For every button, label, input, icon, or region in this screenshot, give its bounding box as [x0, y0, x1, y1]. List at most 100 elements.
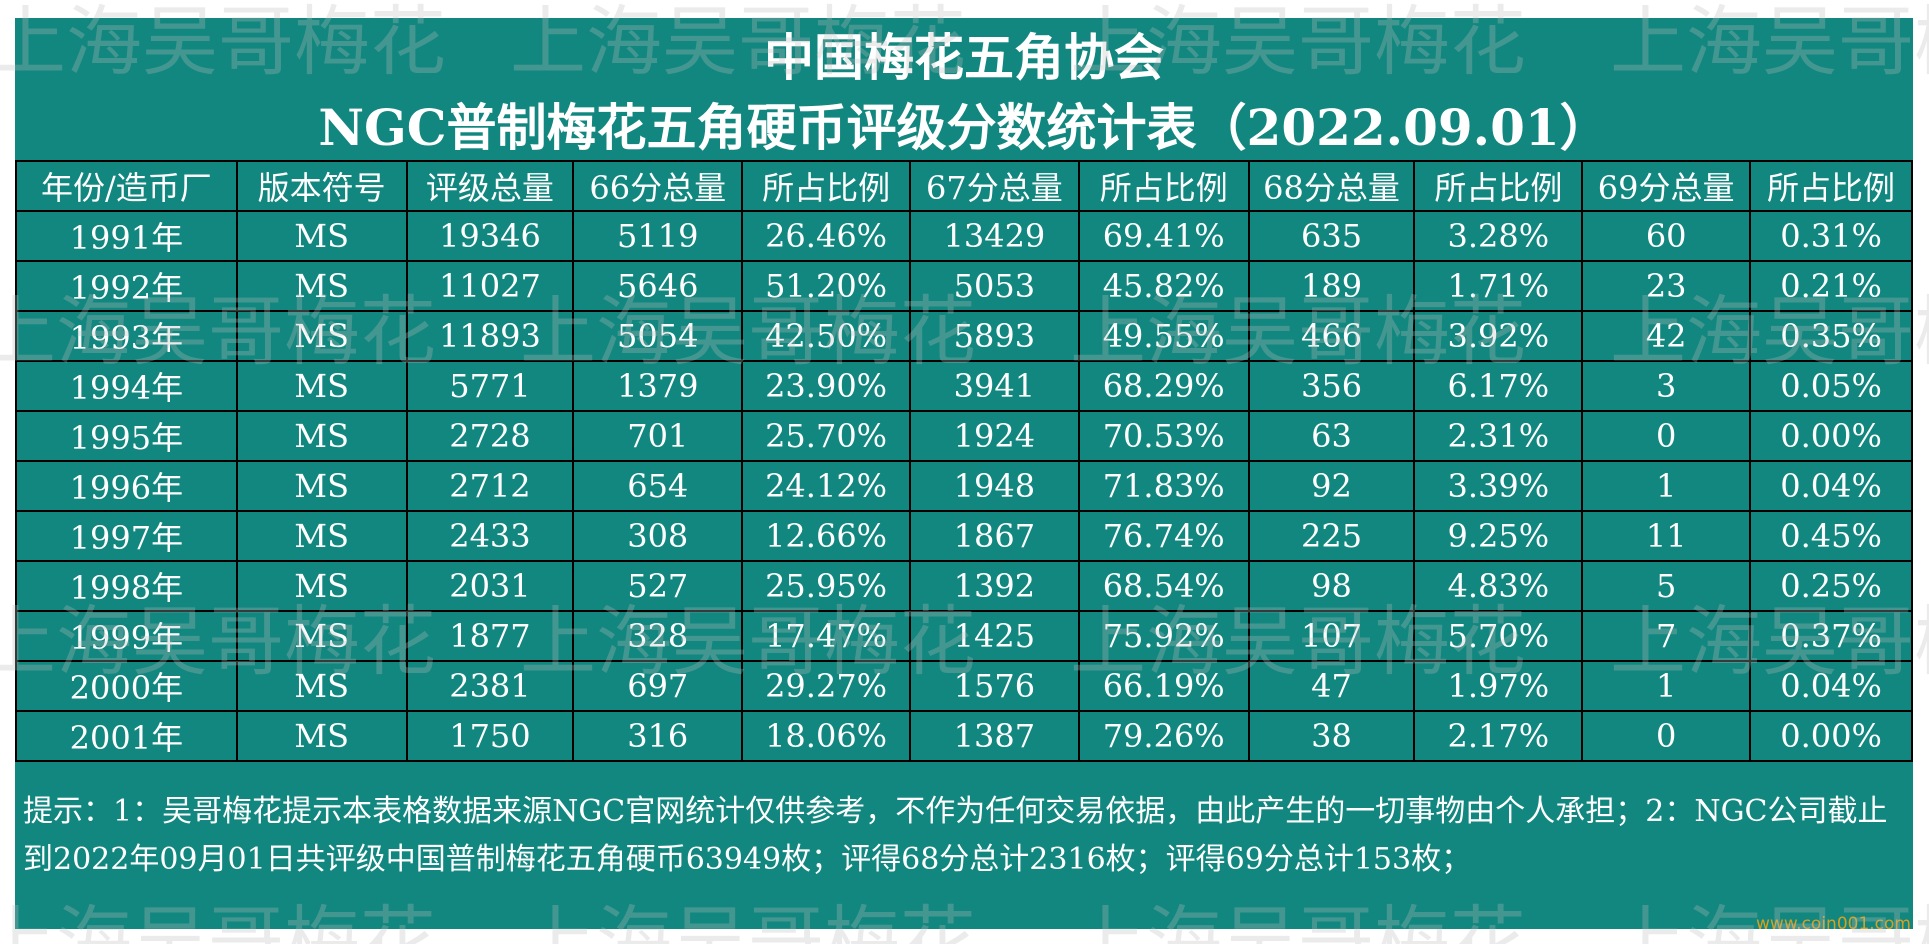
cell: 5771: [405, 360, 575, 412]
cell: 2433: [405, 510, 575, 562]
cell: 1425: [908, 610, 1080, 662]
cell: 49.55%: [1077, 310, 1250, 362]
cell: 1994年: [15, 360, 238, 412]
cell: 11027: [405, 260, 575, 312]
cell: 1576: [908, 660, 1080, 712]
cell: 2381: [405, 660, 575, 712]
cell: 13429: [908, 210, 1080, 262]
cell: 23: [1581, 260, 1752, 312]
cell: 1867: [908, 510, 1080, 562]
header-cell: 评级总量: [405, 160, 575, 212]
cell: MS: [235, 310, 408, 362]
cell: 7: [1581, 610, 1752, 662]
cell: 0.00%: [1749, 410, 1913, 462]
header-cell: 所占比例: [1749, 160, 1913, 212]
cell: 1750: [405, 710, 575, 762]
cell: 107: [1247, 610, 1416, 662]
cell: 6.17%: [1413, 360, 1584, 412]
cell: 328: [572, 610, 744, 662]
cell: 1.71%: [1413, 260, 1584, 312]
cell: 25.70%: [741, 410, 911, 462]
header-cell: 所占比例: [1077, 160, 1250, 212]
cell: MS: [235, 560, 408, 612]
cell: 68.29%: [1077, 360, 1250, 412]
cell: 98: [1247, 560, 1416, 612]
row: 1997年 MS 2433 308 12.66% 1867 76.74% 225 9.25% 11…: [15, 510, 1913, 562]
subtitle: NGC普制梅花五角硬币评级分数统计表（2022.09.01）: [318, 98, 1610, 157]
cell: 69.41%: [1077, 210, 1250, 262]
row: 2000年 MS 2381 697 29.27% 1576 66.19% 47 1.97% 1 0.…: [15, 660, 1913, 712]
cell: 60: [1581, 210, 1752, 262]
header-cell: 68分总量: [1247, 160, 1416, 212]
title: 中国梅花五角协会: [764, 28, 1164, 87]
cell: 701: [572, 410, 744, 462]
cell: 1387: [908, 710, 1080, 762]
cell: 635: [1247, 210, 1416, 262]
cell: 1997年: [15, 510, 238, 562]
cell: 0: [1581, 710, 1752, 762]
cell: 29.27%: [741, 660, 911, 712]
cell: 1992年: [15, 260, 238, 312]
cell: 0.35%: [1749, 310, 1913, 362]
cell: 42: [1581, 310, 1752, 362]
cell: 24.12%: [741, 460, 911, 512]
cell: 0.45%: [1749, 510, 1913, 562]
cell: 1996年: [15, 460, 238, 512]
cell: 2728: [405, 410, 575, 462]
cell: 4.83%: [1413, 560, 1584, 612]
cell: 2001年: [15, 710, 238, 762]
cell: MS: [235, 360, 408, 412]
cell: 3.39%: [1413, 460, 1584, 512]
cell: 45.82%: [1077, 260, 1250, 312]
cell: 0.31%: [1749, 210, 1913, 262]
cell: MS: [235, 710, 408, 762]
cell: 38: [1247, 710, 1416, 762]
cell: MS: [235, 610, 408, 662]
cell: 76.74%: [1077, 510, 1250, 562]
cell: 225: [1247, 510, 1416, 562]
cell: 0.00%: [1749, 710, 1913, 762]
panel: 中国梅花五角协会 NGC普制梅花五角硬币评级分数统计表（2022.09.01） …: [15, 18, 1913, 929]
header-cell: 66分总量: [572, 160, 744, 212]
row: 1994年 MS 5771 1379 23.90% 3941 68.29% 356 6.17% 3…: [15, 360, 1913, 412]
cell: MS: [235, 660, 408, 712]
cell: 0.04%: [1749, 660, 1913, 712]
header-cell: 69分总量: [1581, 160, 1752, 212]
cell: 1.97%: [1413, 660, 1584, 712]
cell: 42.50%: [741, 310, 911, 362]
cell: 654: [572, 460, 744, 512]
cell: 316: [572, 710, 744, 762]
cell: 51.20%: [741, 260, 911, 312]
cell: 18.06%: [741, 710, 911, 762]
cell: 5: [1581, 560, 1752, 612]
cell: 75.92%: [1077, 610, 1250, 662]
cell: MS: [235, 410, 408, 462]
cell: 0.21%: [1749, 260, 1913, 312]
cell: 47: [1247, 660, 1416, 712]
cell: 63: [1247, 410, 1416, 462]
header-cell: 所占比例: [741, 160, 911, 212]
row: 1991年 MS 19346 5119 26.46% 13429 69.41% 635 3.28…: [15, 210, 1913, 262]
cell: 1948: [908, 460, 1080, 512]
cell: 356: [1247, 360, 1416, 412]
row: 1998年 MS 2031 527 25.95% 1392 68.54% 98 4.83% 5 0.…: [15, 560, 1913, 612]
cell: 466: [1247, 310, 1416, 362]
header-cell: 年份/造币厂: [15, 160, 238, 212]
row: 1993年 MS 11893 5054 42.50% 5893 49.55% 466 3.92%…: [15, 310, 1913, 362]
cell: MS: [235, 210, 408, 262]
row: 1996年 MS 2712 654 24.12% 1948 71.83% 92 3.39% 1 0.…: [15, 460, 1913, 512]
cell: MS: [235, 460, 408, 512]
cell: 3941: [908, 360, 1080, 412]
cell: 5119: [572, 210, 744, 262]
row: 2001年 MS 1750 316 18.06% 1387 79.26% 38 2.17% 0 0.…: [15, 710, 1913, 762]
cell: 1998年: [15, 560, 238, 612]
cell: 2712: [405, 460, 575, 512]
cell: 1993年: [15, 310, 238, 362]
site-watermark: www.coin001.com: [1756, 914, 1911, 934]
cell: 1392: [908, 560, 1080, 612]
cell: 12.66%: [741, 510, 911, 562]
cell: 0.37%: [1749, 610, 1913, 662]
cell: 1: [1581, 660, 1752, 712]
cell: 9.25%: [1413, 510, 1584, 562]
cell: 5646: [572, 260, 744, 312]
